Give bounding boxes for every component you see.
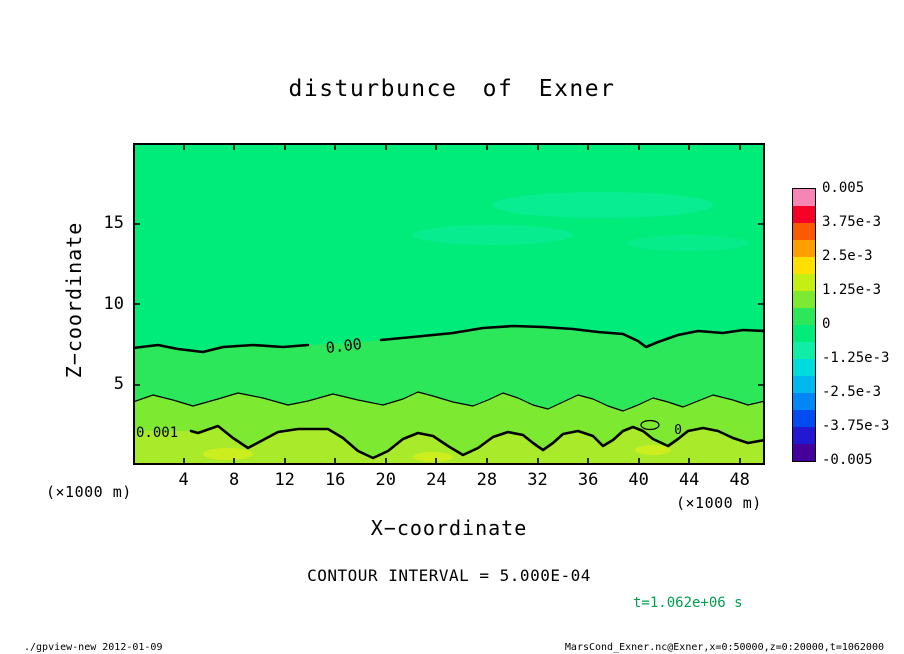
- x-tick-label: 12: [274, 470, 295, 490]
- y-tick-label: 10: [103, 294, 124, 314]
- field-upper-patches: [413, 192, 748, 251]
- colorbar-segment: [793, 427, 815, 444]
- x-axis-unit: (×1000 m): [676, 494, 762, 512]
- x-tick-label: 40: [628, 470, 649, 490]
- colorbar-segment: [793, 257, 815, 274]
- colorbar-segment: [793, 444, 815, 461]
- colorbar-label: -0.005: [822, 452, 873, 468]
- colorbar-segment: [793, 274, 815, 291]
- colorbar-segment: [793, 359, 815, 376]
- field-surface-blobs: [133, 426, 765, 465]
- axis-ticks: [133, 143, 765, 465]
- x-axis-label: X−coordinate: [370, 516, 528, 540]
- x-tick-label: 4: [178, 470, 189, 490]
- field-patch: [493, 192, 713, 218]
- field-bright-patch: [203, 448, 253, 460]
- contour-line-half-interval: [133, 391, 765, 412]
- plot-border: [133, 143, 765, 465]
- field-bright-patch: [413, 452, 453, 462]
- contour-loop-small: [640, 419, 660, 431]
- field-patch: [628, 235, 748, 251]
- colorbar-label: 0: [822, 316, 831, 332]
- time-annotation: t=1.062e+06 s: [633, 595, 743, 611]
- field-bright-patch: [635, 445, 671, 455]
- colorbar-segment: [793, 291, 815, 308]
- footer-left-text: ./gpview-new 2012-01-09: [24, 642, 163, 653]
- x-tick-label: 8: [228, 470, 240, 490]
- contour-plot: 0.00 0.001 0: [133, 143, 765, 465]
- footer-right-text: MarsCond_Exner.nc@Exner,x=0:50000,z=0:20…: [564, 642, 884, 653]
- colorbar-segment: [793, 376, 815, 393]
- colorbar-segment: [793, 189, 815, 206]
- y-tick-label: 5: [113, 374, 124, 394]
- contour-label-zero: 0.00: [325, 335, 363, 357]
- x-tick-label: 28: [476, 470, 498, 490]
- colorbar-segment: [793, 342, 815, 359]
- x-tick-label: 32: [527, 470, 548, 490]
- x-tick-label: 36: [577, 470, 599, 490]
- colorbar-label: 3.75e-3: [822, 214, 882, 230]
- colorbar-segment: [793, 240, 815, 257]
- x-tick-label: 48: [729, 470, 750, 490]
- colorbar-label: -1.25e-3: [822, 350, 890, 366]
- colorbar-segment: [793, 325, 815, 342]
- plot-title: disturbunce of Exner: [288, 76, 616, 102]
- colorbar-label: -2.5e-3: [822, 384, 882, 400]
- contour-label-small-zero: 0: [674, 423, 682, 438]
- colorbar-segment: [793, 410, 815, 427]
- colorbar-label: -3.75e-3: [822, 418, 890, 434]
- contour-line-zero-left: [133, 343, 310, 354]
- y-axis-unit: (×1000 m): [46, 483, 132, 501]
- colorbar-label: 1.25e-3: [822, 282, 882, 298]
- colorbar: [792, 188, 816, 462]
- y-axis-label: Z−coordinate: [62, 221, 86, 379]
- x-tick-label: 16: [324, 470, 346, 490]
- contour-label-one-thousandth: 0.001: [136, 425, 178, 441]
- colorbar-segment: [793, 393, 815, 410]
- y-tick-label: 15: [103, 213, 124, 233]
- colorbar-label: 2.5e-3: [822, 248, 873, 264]
- contour-interval-text: CONTOUR INTERVAL = 5.000E-04: [307, 566, 591, 585]
- colorbar-segment: [793, 206, 815, 223]
- colorbar-segment: [793, 223, 815, 240]
- contour-line-zero-right: [379, 324, 765, 349]
- contour-line-one-thousandth: [189, 424, 765, 460]
- field-patch: [413, 225, 573, 245]
- x-tick-label: 44: [678, 470, 700, 490]
- colorbar-label: 0.005: [822, 180, 865, 196]
- field-bright-patches: [203, 445, 671, 462]
- x-tick-label: 24: [426, 470, 447, 490]
- x-tick-label: 20: [375, 470, 397, 490]
- colorbar-segment: [793, 308, 815, 325]
